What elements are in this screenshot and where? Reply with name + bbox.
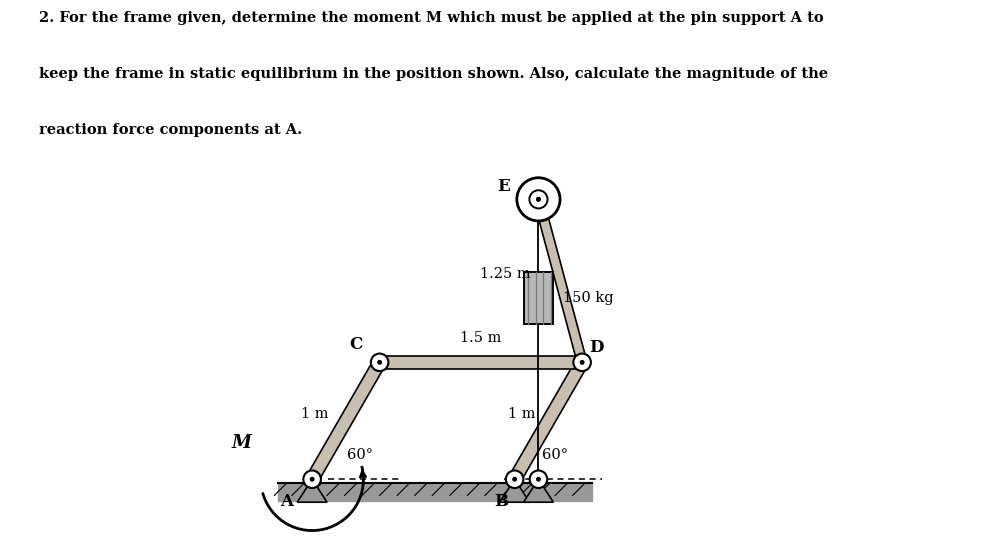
Circle shape — [513, 477, 518, 482]
Circle shape — [517, 178, 560, 221]
Circle shape — [536, 197, 541, 202]
Polygon shape — [523, 480, 554, 502]
Text: keep the frame in static equilibrium in the position shown. Also, calculate the : keep the frame in static equilibrium in … — [39, 67, 829, 81]
Circle shape — [529, 470, 547, 488]
Circle shape — [579, 360, 584, 365]
Circle shape — [506, 470, 523, 488]
Text: 1 m: 1 m — [301, 407, 329, 421]
Polygon shape — [534, 198, 587, 363]
Text: 1 m: 1 m — [508, 407, 535, 421]
Circle shape — [303, 470, 321, 488]
Text: reaction force components at A.: reaction force components at A. — [39, 123, 302, 137]
Circle shape — [573, 354, 591, 371]
Circle shape — [536, 477, 541, 482]
Polygon shape — [509, 359, 588, 483]
Text: D: D — [589, 339, 603, 355]
Text: 1.25 m: 1.25 m — [480, 267, 530, 281]
Text: 60°: 60° — [348, 448, 373, 462]
FancyBboxPatch shape — [523, 272, 553, 323]
Polygon shape — [380, 356, 582, 369]
Text: 60°: 60° — [542, 448, 568, 462]
Text: 2. For the frame given, determine the moment M which must be applied at the pin : 2. For the frame given, determine the mo… — [39, 11, 824, 25]
Circle shape — [309, 477, 314, 482]
Text: C: C — [349, 336, 362, 353]
Text: E: E — [497, 178, 510, 195]
Polygon shape — [298, 480, 327, 502]
Text: 150 kg: 150 kg — [563, 291, 614, 305]
Circle shape — [529, 190, 548, 208]
Polygon shape — [500, 480, 529, 502]
Circle shape — [371, 354, 389, 371]
Text: 1.5 m: 1.5 m — [461, 331, 502, 345]
Text: A: A — [280, 492, 294, 510]
Polygon shape — [306, 359, 385, 483]
Text: B: B — [494, 492, 508, 510]
Text: M: M — [232, 434, 251, 452]
Circle shape — [377, 360, 382, 365]
